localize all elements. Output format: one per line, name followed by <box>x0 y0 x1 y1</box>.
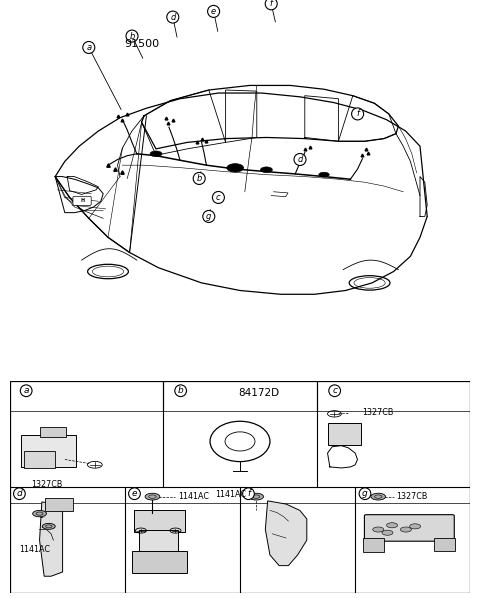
Text: 1327CB: 1327CB <box>396 492 427 501</box>
Text: 91500: 91500 <box>124 39 159 48</box>
Text: g: g <box>362 489 368 498</box>
FancyBboxPatch shape <box>139 530 178 553</box>
Text: a: a <box>86 43 91 52</box>
Polygon shape <box>39 502 62 576</box>
Circle shape <box>400 527 411 532</box>
Text: c: c <box>332 386 337 395</box>
Polygon shape <box>265 501 307 566</box>
Circle shape <box>33 511 47 517</box>
Circle shape <box>371 493 385 500</box>
Text: b: b <box>178 386 183 395</box>
Circle shape <box>249 493 264 500</box>
Text: e: e <box>211 7 216 16</box>
Ellipse shape <box>319 172 329 177</box>
Text: 1141AC: 1141AC <box>19 545 50 554</box>
Circle shape <box>386 523 397 528</box>
Circle shape <box>382 530 393 535</box>
Ellipse shape <box>150 151 162 157</box>
Text: f: f <box>247 489 250 498</box>
FancyBboxPatch shape <box>364 515 454 541</box>
FancyBboxPatch shape <box>24 451 55 468</box>
Text: b: b <box>196 174 202 183</box>
Circle shape <box>42 523 55 529</box>
Text: H: H <box>80 199 84 203</box>
FancyBboxPatch shape <box>73 196 91 206</box>
Text: g: g <box>206 212 212 221</box>
FancyBboxPatch shape <box>134 511 185 532</box>
Text: d: d <box>16 489 22 498</box>
Ellipse shape <box>227 164 244 172</box>
Text: b: b <box>129 32 135 41</box>
FancyBboxPatch shape <box>132 551 187 573</box>
Text: d: d <box>297 155 303 164</box>
FancyBboxPatch shape <box>40 427 66 437</box>
FancyBboxPatch shape <box>45 498 73 511</box>
Text: a: a <box>24 386 29 395</box>
Circle shape <box>145 493 160 500</box>
FancyBboxPatch shape <box>363 538 384 553</box>
Circle shape <box>372 527 384 532</box>
FancyBboxPatch shape <box>328 423 361 446</box>
Text: d: d <box>170 13 176 22</box>
Text: c: c <box>216 193 221 202</box>
Text: 1141AC: 1141AC <box>178 492 209 501</box>
Text: 1327CB: 1327CB <box>362 408 394 417</box>
FancyBboxPatch shape <box>434 538 455 551</box>
Text: f: f <box>270 0 273 8</box>
Text: e: e <box>132 489 137 498</box>
Text: f: f <box>356 109 359 118</box>
Text: 84172D: 84172D <box>238 388 279 398</box>
Text: 1327CB: 1327CB <box>31 480 62 489</box>
Circle shape <box>409 524 420 529</box>
FancyBboxPatch shape <box>21 435 76 467</box>
Text: 1141AC: 1141AC <box>216 490 246 499</box>
Ellipse shape <box>261 167 273 173</box>
